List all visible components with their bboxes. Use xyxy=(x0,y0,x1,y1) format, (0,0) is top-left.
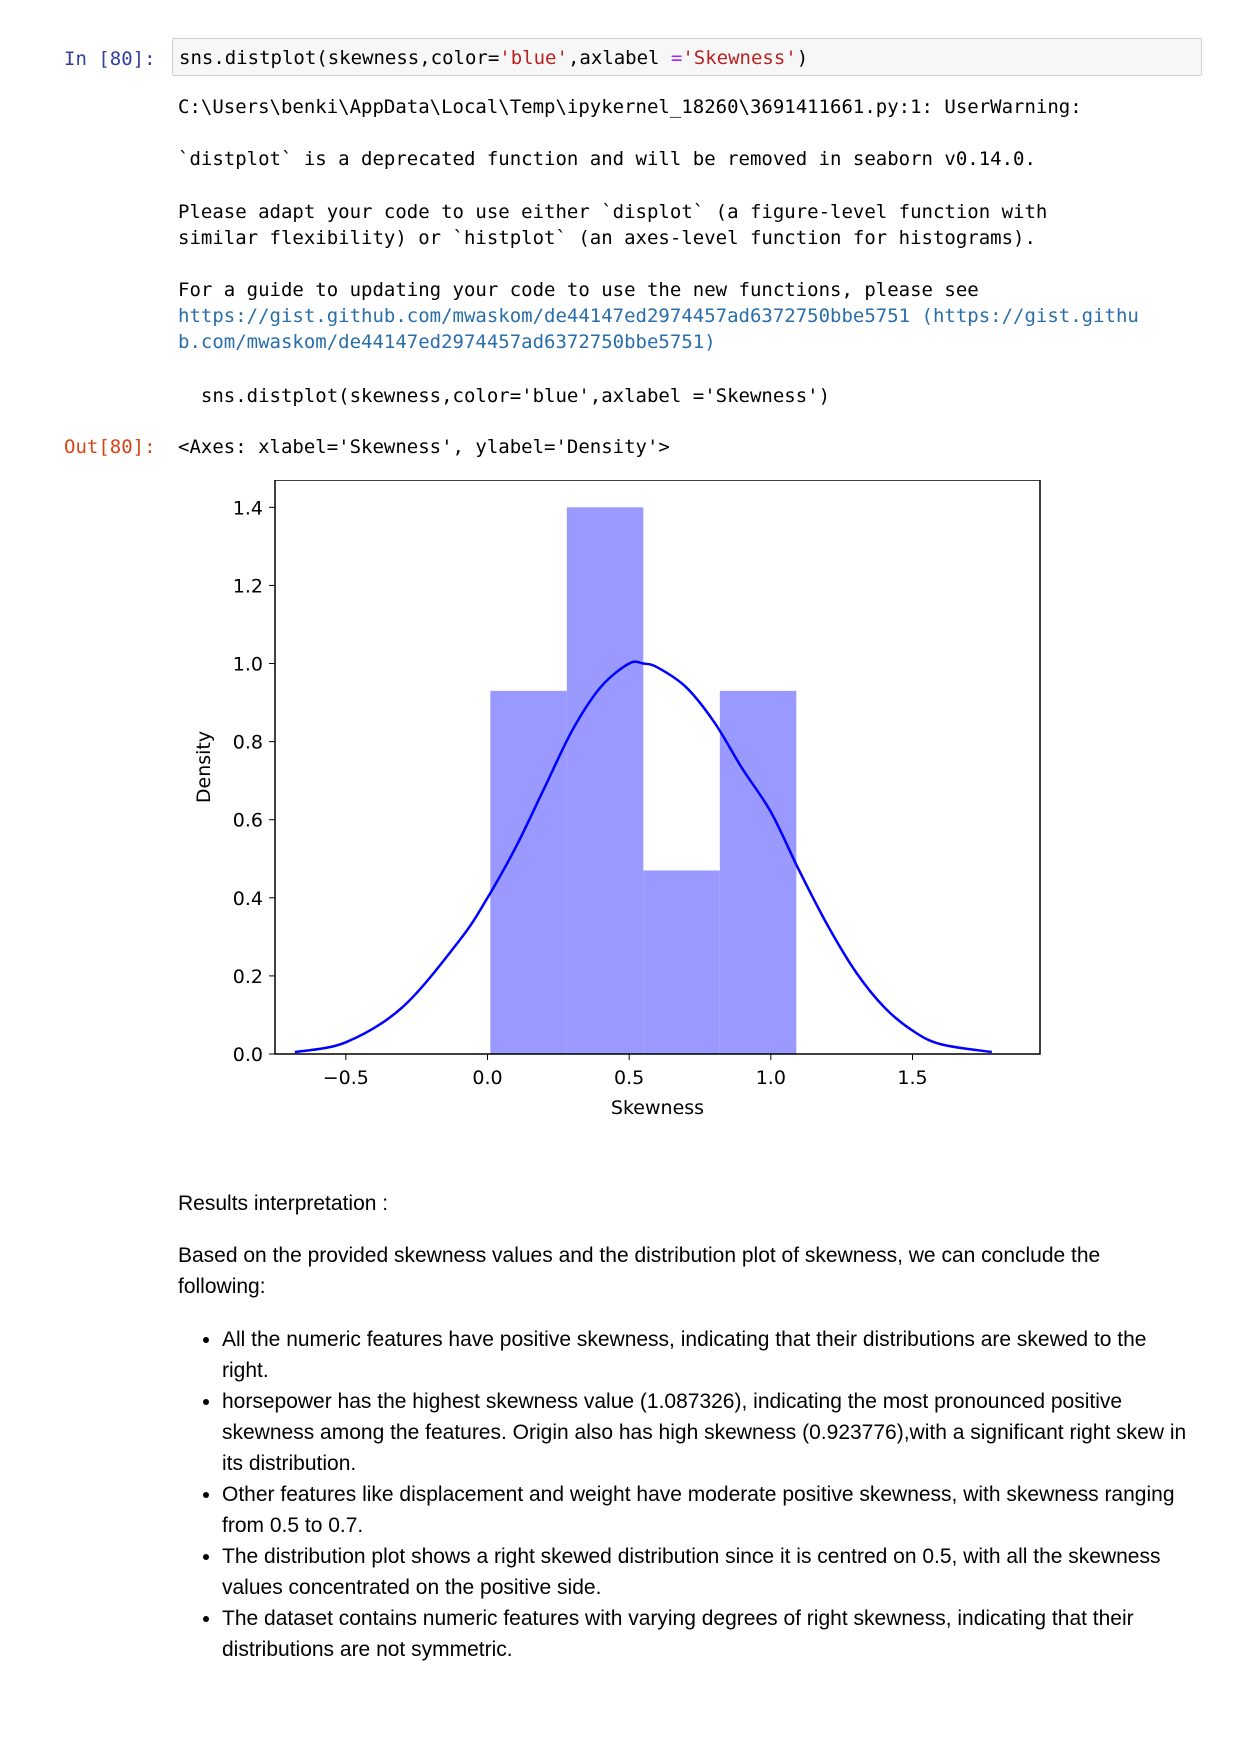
distplot-chart: −0.5 0.0 0.5 1.0 1.5 0.0 0.2 0.4 0.6 0.8 1.0 1.2 1.… xyxy=(193,480,1041,1119)
code-token: ) xyxy=(796,47,809,69)
code-line: sns.distplot(skewness,color='blue',axlab… xyxy=(179,47,808,69)
gist-link-continued[interactable]: b.com/mwaskom/de44147ed2974457ad6372750b… xyxy=(178,331,716,353)
warning-guide-line: For a guide to updating your code to use… xyxy=(178,279,979,301)
kde-curve-layer xyxy=(294,660,993,1054)
markdown-bullet-list: All the numeric features have positive s… xyxy=(178,1324,1188,1665)
warning-adapt-line-2: similar flexibility) or `histplot` (an a… xyxy=(178,227,1036,249)
x-tick-label: 1.5 xyxy=(897,1067,927,1089)
y-tick-label: 1.0 xyxy=(233,654,263,676)
list-item: The distribution plot shows a right skew… xyxy=(222,1541,1188,1603)
warning-adapt-line: Please adapt your code to use either `di… xyxy=(178,201,1048,223)
y-tick-label: 0.4 xyxy=(233,888,263,910)
list-item: Other features like displacement and wei… xyxy=(222,1479,1188,1541)
y-tick-label: 1.2 xyxy=(233,575,263,597)
y-tick-label: 0.6 xyxy=(233,810,263,832)
warning-path-line: C:\Users\benki\AppData\Local\Temp\ipyker… xyxy=(178,96,1082,118)
y-tick-label: 0.2 xyxy=(233,966,263,988)
code-token: sns.distplot(skewness,color= xyxy=(179,47,500,69)
markdown-heading: Results interpretation : xyxy=(178,1192,389,1215)
x-axis-label: Skewness xyxy=(611,1097,704,1119)
histogram-bar xyxy=(643,870,720,1054)
list-item: The dataset contains numeric features wi… xyxy=(222,1603,1188,1665)
x-axis-ticks: −0.5 0.0 0.5 1.0 1.5 xyxy=(323,1054,928,1089)
code-cell-editor[interactable]: sns.distplot(skewness,color='blue',axlab… xyxy=(172,38,1202,76)
code-string-token: 'blue' xyxy=(499,47,568,69)
code-operator-token: = xyxy=(670,47,683,69)
y-axis-label: Density xyxy=(193,731,215,803)
gist-link[interactable]: https://gist.github.com/mwaskom/de44147e… xyxy=(178,305,1139,327)
x-tick-label: −0.5 xyxy=(323,1067,369,1089)
y-tick-label: 0.8 xyxy=(233,732,263,754)
code-string-token: 'Skewness' xyxy=(682,47,797,69)
list-item: All the numeric features have positive s… xyxy=(222,1324,1188,1386)
x-tick-label: 1.0 xyxy=(756,1067,786,1089)
x-tick-label: 0.0 xyxy=(472,1067,502,1089)
histogram-bar xyxy=(566,507,644,1054)
axes-frame xyxy=(274,480,1041,1055)
histogram-bars xyxy=(490,507,797,1054)
output-repr: <Axes: xlabel='Skewness', ylabel='Densit… xyxy=(178,436,670,458)
output-prompt: Out[80]: xyxy=(64,436,156,458)
input-prompt: In [80]: xyxy=(64,48,156,70)
code-token: ,axlabel xyxy=(567,47,671,69)
y-axis-ticks: 0.0 0.2 0.4 0.6 0.8 1.0 1.2 1.4 xyxy=(233,497,275,1066)
list-item: horsepower has the highest skewness valu… xyxy=(222,1386,1188,1479)
warning-source-echo: sns.distplot(skewness,color='blue',axlab… xyxy=(178,385,831,407)
kde-line xyxy=(294,660,993,1054)
warning-deprecated-line: `distplot` is a deprecated function and … xyxy=(178,148,1036,170)
x-tick-label: 0.5 xyxy=(614,1067,644,1089)
histogram-bar xyxy=(719,690,797,1054)
y-tick-label: 0.0 xyxy=(233,1044,263,1066)
y-tick-label: 1.4 xyxy=(233,497,263,519)
markdown-intro: Based on the provided skewness values an… xyxy=(178,1244,1101,1298)
